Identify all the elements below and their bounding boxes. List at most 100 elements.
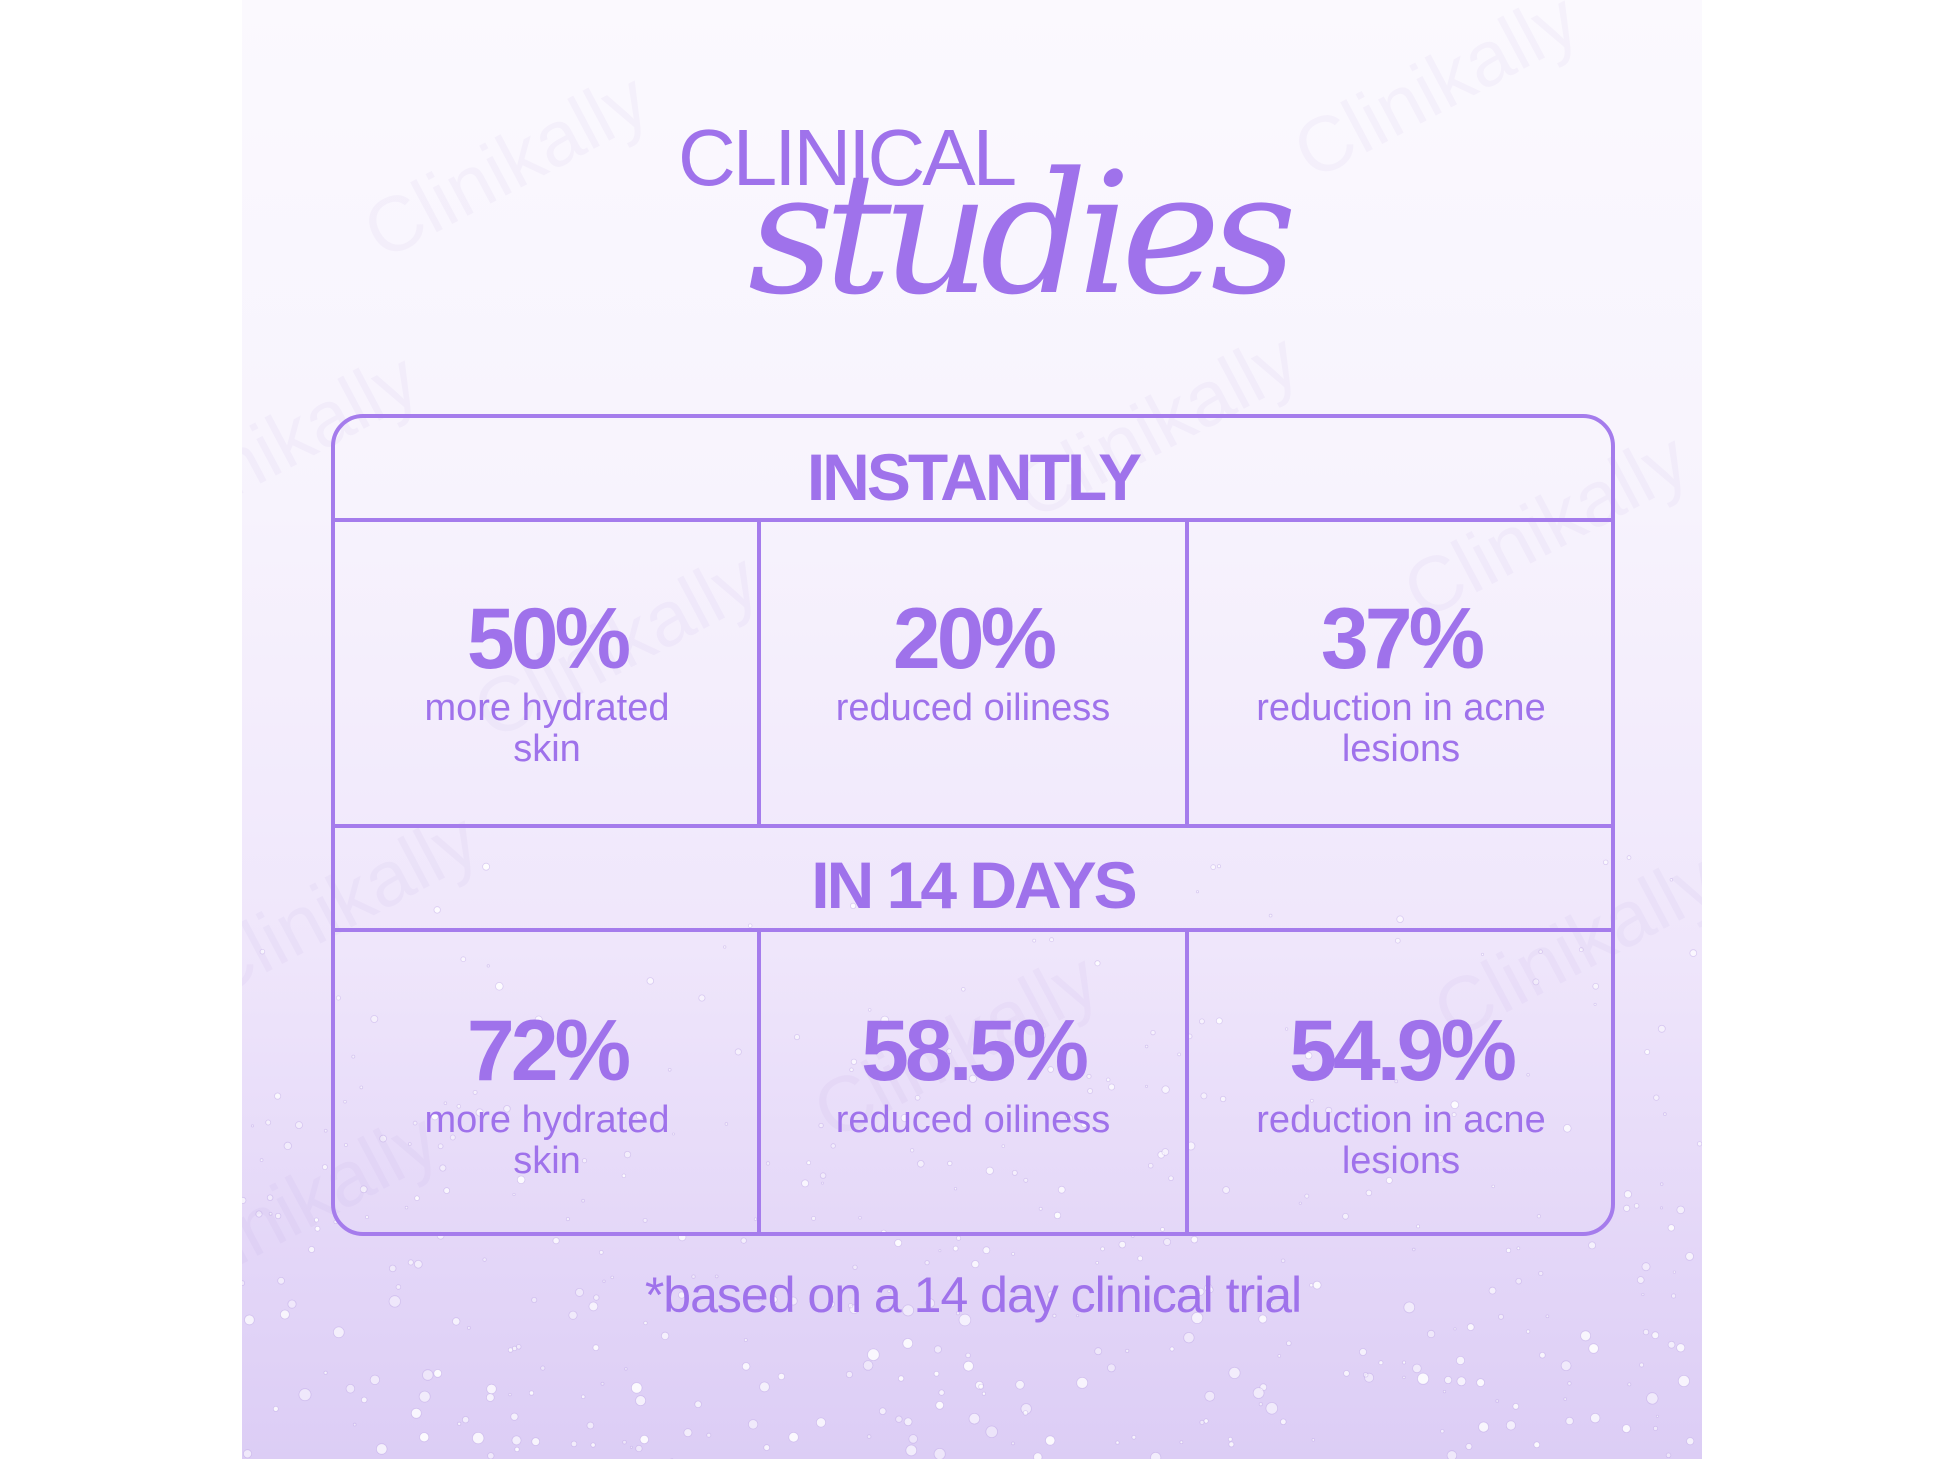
water-droplet (1022, 1410, 1029, 1416)
water-droplet (482, 1257, 487, 1262)
water-droplet (1427, 1329, 1436, 1339)
water-droplet (242, 1196, 247, 1204)
water-droplet (570, 1440, 578, 1448)
water-droplet (475, 1108, 484, 1117)
water-droplet (1228, 1366, 1241, 1379)
water-droplet (1417, 1372, 1430, 1385)
water-droplet (757, 1294, 764, 1301)
water-droplet (1196, 1287, 1205, 1296)
water-droplet (1663, 1112, 1667, 1116)
water-droplet (1677, 1375, 1690, 1388)
water-droplet (1115, 1440, 1120, 1445)
water-droplet (816, 1417, 827, 1428)
water-droplet (748, 923, 753, 928)
water-droplet (1286, 1340, 1292, 1346)
water-droplet (1039, 1032, 1046, 1039)
water-droplet (763, 1444, 770, 1451)
water-droplet (534, 1015, 543, 1024)
water-droplet (598, 1250, 604, 1255)
water-droplet (359, 1085, 364, 1090)
divider (757, 928, 761, 1236)
water-droplet (422, 1369, 434, 1381)
water-droplet (1672, 1270, 1676, 1274)
water-droplet (486, 1393, 495, 1402)
water-droplet (255, 1210, 263, 1218)
water-droplet (956, 1311, 961, 1316)
stat-cell: 50% more hydrated skin (335, 596, 759, 770)
water-droplet (407, 1259, 414, 1266)
water-droplet (683, 1428, 693, 1438)
water-droplet (1491, 1184, 1495, 1189)
water-droplet (1641, 1262, 1651, 1272)
water-droplet (1023, 1177, 1029, 1183)
stat-label: reduced oiliness (835, 687, 1111, 729)
water-droplet (287, 1299, 297, 1309)
water-droplet (1563, 1397, 1567, 1401)
water-droplet (1311, 1438, 1315, 1442)
water-droplet (933, 1371, 940, 1377)
water-droplet (495, 982, 504, 991)
stat-value: 54.9% (1289, 1003, 1517, 1099)
water-droplet (1545, 1314, 1550, 1319)
water-droplet (565, 1217, 570, 1222)
water-droplet (788, 1431, 799, 1443)
water-droplet (1466, 1323, 1475, 1331)
water-droplet (621, 1173, 627, 1178)
water-droplet (602, 1279, 606, 1283)
water-droplet (981, 1391, 986, 1396)
water-droplet (1623, 1204, 1631, 1212)
water-droplet (1667, 1224, 1675, 1232)
water-droplet (765, 1161, 771, 1166)
water-droplet (1396, 915, 1404, 923)
water-droplet (1304, 1193, 1310, 1199)
stat-label: reduction in acne lesions (1256, 1099, 1546, 1182)
water-droplet (360, 1396, 368, 1404)
water-droplet (351, 1054, 356, 1059)
stat-value: 58.5% (861, 1003, 1089, 1099)
water-droplet (1200, 1092, 1208, 1100)
water-droplet (1076, 1314, 1080, 1318)
water-droplet (1685, 1252, 1694, 1261)
water-droplet (507, 1347, 514, 1353)
water-droplet (486, 964, 490, 968)
water-droplet (643, 1320, 648, 1326)
stat-label: more hydrated skin (424, 687, 670, 770)
water-droplet (642, 1218, 648, 1223)
water-droplet (788, 1296, 798, 1306)
water-droplet (1086, 1073, 1092, 1079)
water-droplet (1065, 1114, 1073, 1123)
water-droplet (963, 1360, 974, 1372)
water-droplet (1495, 1399, 1499, 1403)
water-droplet (1203, 1418, 1209, 1424)
water-droplet (1636, 1276, 1645, 1284)
water-droplet (1435, 1154, 1444, 1164)
water-droplet (586, 1421, 595, 1430)
water-droplet (1107, 1363, 1116, 1373)
water-droplet (936, 1024, 945, 1033)
water-droplet (449, 1134, 456, 1141)
water-droplet (437, 1143, 444, 1150)
water-droplet (1642, 1329, 1650, 1336)
water-droplet (622, 1439, 627, 1445)
water-droplet (369, 1374, 380, 1385)
water-droplet (714, 1274, 719, 1279)
water-droplet (575, 1288, 584, 1297)
water-droplet (819, 1172, 827, 1179)
water-droplet (903, 1417, 913, 1427)
water-droplet (1444, 1376, 1453, 1385)
water-droplet (698, 994, 706, 1002)
water-droplet (900, 1113, 909, 1122)
water-droplet (914, 1095, 921, 1101)
water-droplets-decoration (242, 855, 1702, 1459)
water-droplet (433, 906, 441, 914)
water-droplet (1590, 1413, 1601, 1424)
water-droplet (1312, 1280, 1322, 1290)
water-droplet (1362, 1372, 1369, 1378)
water-droplet (540, 1365, 546, 1371)
water-droplet (1199, 1018, 1205, 1025)
water-droplet (388, 1295, 401, 1308)
water-droplet (1011, 1252, 1015, 1256)
water-droplet (1309, 1283, 1314, 1288)
water-droplet (1252, 1387, 1265, 1399)
water-droplet (1258, 1402, 1263, 1407)
